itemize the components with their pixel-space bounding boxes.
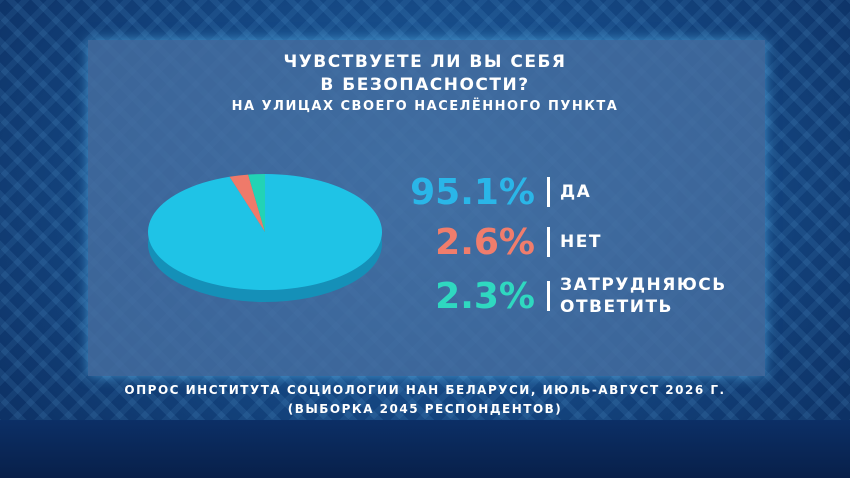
category-label: ЗАТРУДНЯЮСЬ ОТВЕТИТЬ — [560, 275, 727, 317]
legend-row: 2.6% НЕТ — [380, 214, 720, 270]
separator — [547, 281, 550, 311]
separator — [547, 227, 550, 257]
legend-row: 2.3% ЗАТРУДНЯЮСЬ ОТВЕТИТЬ — [380, 268, 727, 324]
pie-slice — [148, 174, 383, 290]
title-line: В БЕЗОПАСНОСТИ? — [320, 75, 530, 95]
separator — [547, 177, 550, 207]
value-label: 2.6% — [435, 221, 535, 263]
pie-slice — [248, 174, 265, 232]
subtitle: НА УЛИЦАХ СВОЕГО НАСЕЛЁННОГО ПУНКТА — [231, 99, 619, 114]
category-label: НЕТ — [560, 232, 602, 252]
category-label: ДА — [560, 182, 592, 202]
source-line: ОПРОС ИНСТИТУТА СОЦИОЛОГИИ НАН БЕЛАРУСИ,… — [124, 383, 726, 397]
legend-row: 95.1% ДА — [380, 164, 720, 220]
title-line: ЧУВСТВУЕТЕ ЛИ ВЫ СЕБЯ — [283, 52, 567, 72]
floor — [0, 420, 850, 478]
value-label: 95.1% — [410, 171, 535, 213]
value-label: 2.3% — [435, 275, 535, 317]
pie-slice — [229, 174, 265, 232]
source-line: (ВЫБОРКА 2045 РЕСПОНДЕНТОВ) — [287, 402, 563, 416]
